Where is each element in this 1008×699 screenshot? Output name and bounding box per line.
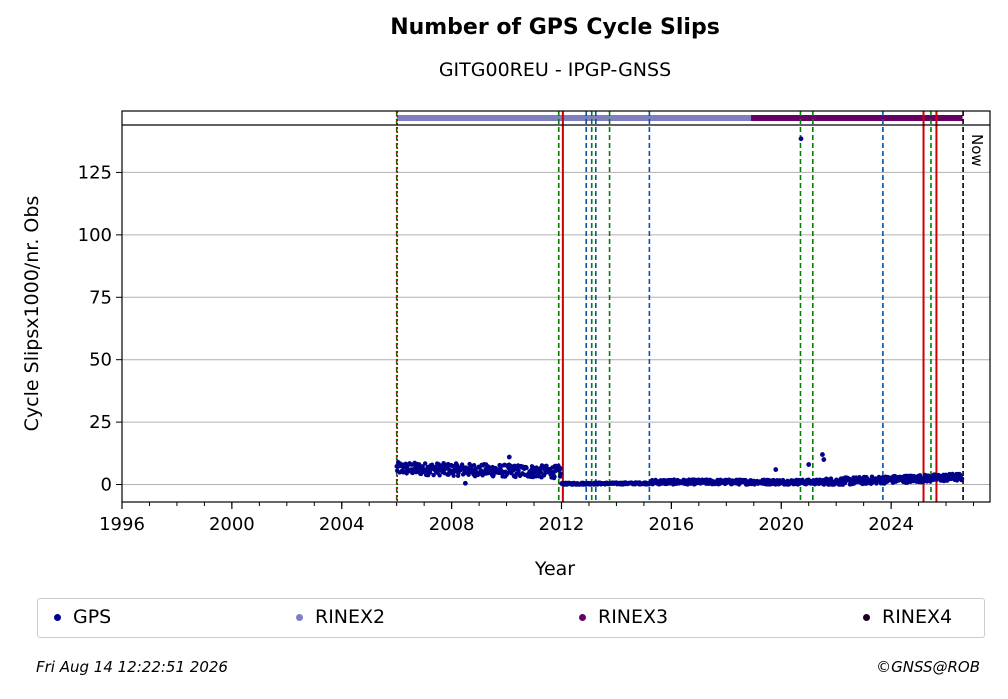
data-point-outlier xyxy=(821,457,827,462)
data-point-outlier xyxy=(806,462,812,467)
data-point xyxy=(544,463,549,469)
data-point-outlier xyxy=(798,136,804,142)
data-point-outlier xyxy=(462,480,468,486)
availability-bar-rinex3 xyxy=(751,115,963,121)
data-point xyxy=(422,461,428,466)
x-tick-label: 2000 xyxy=(209,514,255,535)
x-tick-label: 2016 xyxy=(648,514,694,535)
x-tick-label: 2024 xyxy=(868,514,914,535)
data-point xyxy=(466,472,471,477)
data-point xyxy=(471,463,477,468)
y-tick-label: 25 xyxy=(89,412,112,433)
data-point xyxy=(558,471,564,477)
legend-item-rinex4: RINEX4 xyxy=(863,606,952,628)
y-tick-label: 100 xyxy=(78,225,112,246)
chart-subtitle: GITG00REU - IPGP-GNSS xyxy=(438,59,672,81)
data-point xyxy=(451,473,456,478)
y-tick-label: 75 xyxy=(89,287,112,308)
x-tick-label: 2012 xyxy=(539,514,585,535)
data-point-outlier xyxy=(820,452,825,457)
data-point xyxy=(451,469,457,475)
x-axis-label: Year xyxy=(534,558,575,580)
chart-title: Number of GPS Cycle Slips xyxy=(390,15,720,40)
legend-label-rinex3: RINEX3 xyxy=(598,606,669,628)
legend-label-gps: GPS xyxy=(73,606,112,628)
data-point xyxy=(552,474,557,480)
data-point xyxy=(456,470,461,475)
y-tick-label: 125 xyxy=(78,162,112,183)
chart-legend: GPS RINEX2 RINEX3 RINEX4 xyxy=(37,598,985,638)
legend-marker-rinex4 xyxy=(863,613,870,621)
plot-frame xyxy=(121,110,991,503)
x-tick-label: 2020 xyxy=(758,514,804,535)
x-tick-label: 1996 xyxy=(99,514,145,535)
y-axis-label: Cycle Slipsx1000/nr. Obs xyxy=(21,196,43,432)
now-label: Now xyxy=(968,134,986,167)
x-tick-label: 2008 xyxy=(429,514,475,535)
data-point xyxy=(524,465,529,471)
data-point xyxy=(431,472,436,478)
data-point xyxy=(437,473,442,478)
data-point xyxy=(420,464,425,469)
data-point-outlier xyxy=(506,454,512,460)
legend-marker-rinex3 xyxy=(579,613,586,621)
y-tick-label: 50 xyxy=(89,350,112,371)
data-point xyxy=(516,468,521,473)
legend-label-rinex2: RINEX2 xyxy=(315,606,386,628)
legend-item-rinex3: RINEX3 xyxy=(579,606,668,628)
data-point xyxy=(558,466,563,471)
x-tick-label: 2004 xyxy=(319,514,365,535)
footer-timestamp: Fri Aug 14 12:22:51 2026 xyxy=(36,658,228,676)
data-point xyxy=(959,476,965,481)
legend-marker-rinex2 xyxy=(296,613,303,621)
legend-label-rinex4: RINEX4 xyxy=(882,606,953,628)
series-gps-points xyxy=(394,136,965,487)
legend-item-rinex2: RINEX2 xyxy=(296,606,385,628)
availability-bar-rinex2 xyxy=(396,115,752,121)
legend-item-gps: GPS xyxy=(54,606,111,628)
footer-copyright: ©GNSS@ROB xyxy=(876,658,980,676)
legend-marker-gps xyxy=(54,613,61,621)
data-point-outlier xyxy=(773,467,779,472)
y-tick-label: 0 xyxy=(101,475,112,496)
